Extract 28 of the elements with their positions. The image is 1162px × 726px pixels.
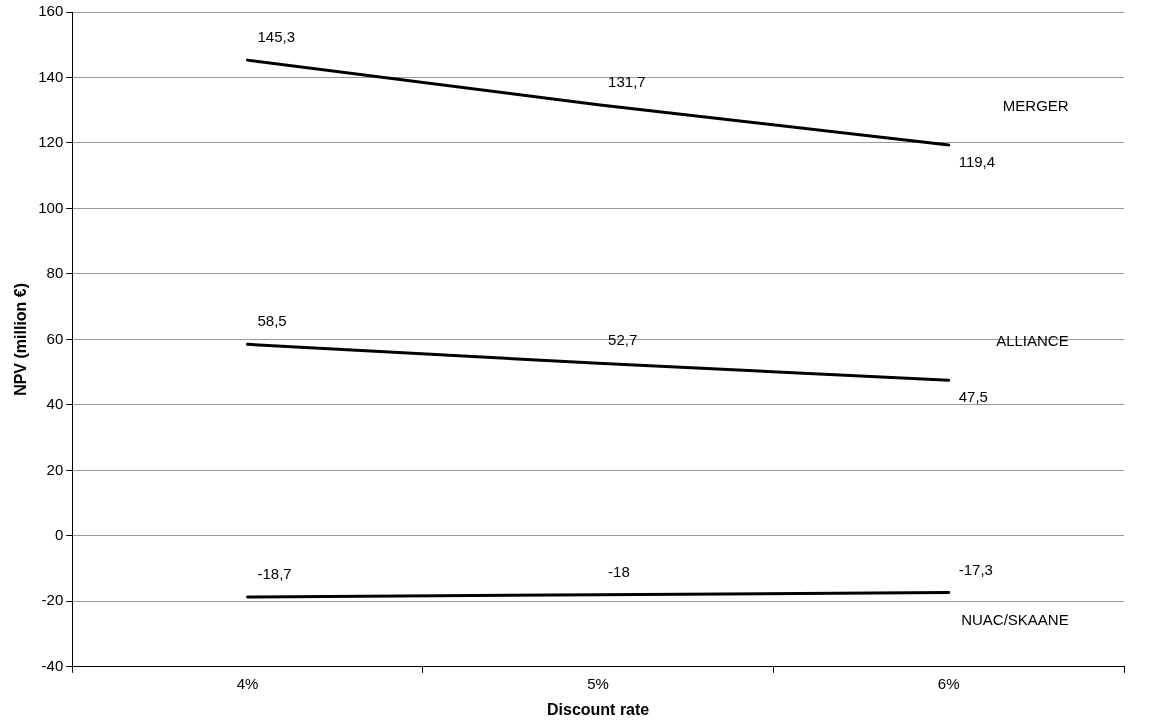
series-label: NUAC/SKAANE (961, 610, 1069, 628)
data-label: -18,7 (257, 565, 292, 583)
y-tick-label: 40 (46, 395, 64, 413)
y-tick-label: -20 (41, 591, 64, 609)
y-tick-label: 120 (38, 133, 64, 151)
y-tick-label: 0 (54, 525, 64, 543)
y-tick-label: 160 (38, 2, 64, 20)
data-label: 131,7 (608, 72, 646, 90)
data-label: 145,3 (257, 28, 296, 46)
data-label: 52,7 (608, 331, 638, 349)
text: MERGER (1002, 97, 1069, 115)
x-tick-label: 4% (236, 674, 259, 692)
y-tick-label: 100 (38, 198, 64, 216)
data-label: 119,4 (958, 153, 996, 171)
x-tick-label: 6% (937, 674, 960, 692)
data-label: -18 (608, 562, 630, 580)
y-tick-label: 80 (46, 264, 64, 282)
data-label: 58,5 (257, 312, 287, 330)
x-tick-label: 5% (587, 674, 609, 692)
y-tick-label: 140 (38, 67, 64, 85)
y-tick-label: 60 (46, 329, 64, 347)
y-tick-label: -40 (41, 656, 64, 674)
y-axis-title: NPV (million €) (12, 282, 30, 396)
data-label: 47,5 (958, 388, 988, 406)
x-axis-title: Discount rate (546, 700, 650, 718)
data-label: -17,3 (958, 560, 993, 578)
text: ALLIANCE (996, 332, 1069, 350)
y-tick-label: 20 (46, 460, 64, 478)
